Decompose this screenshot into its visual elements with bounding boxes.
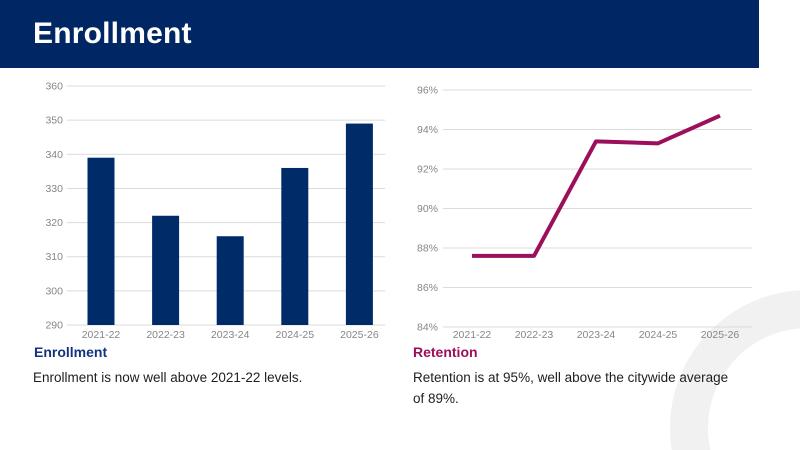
header-bar: Enrollment xyxy=(0,0,759,68)
y-tick-label: 330 xyxy=(45,183,63,195)
y-tick-label: 92% xyxy=(417,164,438,176)
retention-line xyxy=(472,113,721,258)
y-tick-label: 96% xyxy=(417,85,438,97)
x-tick-label: 2021-22 xyxy=(453,329,492,341)
retention-caption-text: Retention is at 95%, well above the city… xyxy=(413,370,729,406)
enrollment-bar-chart: 290 300 310 320 330 340 350 360 2021-22 2022-23 20… xyxy=(45,81,385,341)
y-tick-label: 310 xyxy=(45,251,63,263)
y-tick-label: 300 xyxy=(45,285,63,297)
x-tick-label: 2022-23 xyxy=(515,329,554,341)
x-tick-label: 2024-25 xyxy=(639,329,678,341)
x-tick-label: 2022-23 xyxy=(146,329,185,341)
x-tick-label: 2023-24 xyxy=(577,329,616,341)
enrollment-caption-title: Enrollment xyxy=(34,344,108,360)
y-tick-label: 290 xyxy=(45,320,63,332)
page-title: Enrollment xyxy=(33,17,192,50)
y-tick-label: 360 xyxy=(45,81,63,93)
x-tick-label: 2024-25 xyxy=(276,329,315,341)
bar-2021-22 xyxy=(87,157,115,325)
y-tick-label: 88% xyxy=(417,243,438,255)
y-tick-label: 86% xyxy=(417,282,438,294)
x-tick-label: 2025-26 xyxy=(701,329,740,341)
y-tick-label: 320 xyxy=(45,217,63,229)
x-tick-label: 2021-22 xyxy=(82,329,121,341)
y-tick-label: 90% xyxy=(417,203,438,215)
bar-2025-26 xyxy=(345,123,373,325)
enrollment-caption-text: Enrollment is now well above 2021-22 lev… xyxy=(33,370,303,385)
x-tick-label: 2025-26 xyxy=(340,329,379,341)
retention-line-chart: 84% 86% 88% 90% 92% 94% 96% 2021-22 2022-23 2023-… xyxy=(417,85,752,341)
retention-caption-title: Retention xyxy=(413,344,478,360)
bar-2023-24 xyxy=(216,236,244,325)
bar-2024-25 xyxy=(281,167,309,325)
y-tick-label: 84% xyxy=(417,322,438,334)
bar-2022-23 xyxy=(152,215,180,325)
x-tick-label: 2023-24 xyxy=(211,329,250,341)
y-tick-label: 350 xyxy=(45,115,63,127)
y-tick-label: 94% xyxy=(417,124,438,136)
y-tick-label: 340 xyxy=(45,149,63,161)
